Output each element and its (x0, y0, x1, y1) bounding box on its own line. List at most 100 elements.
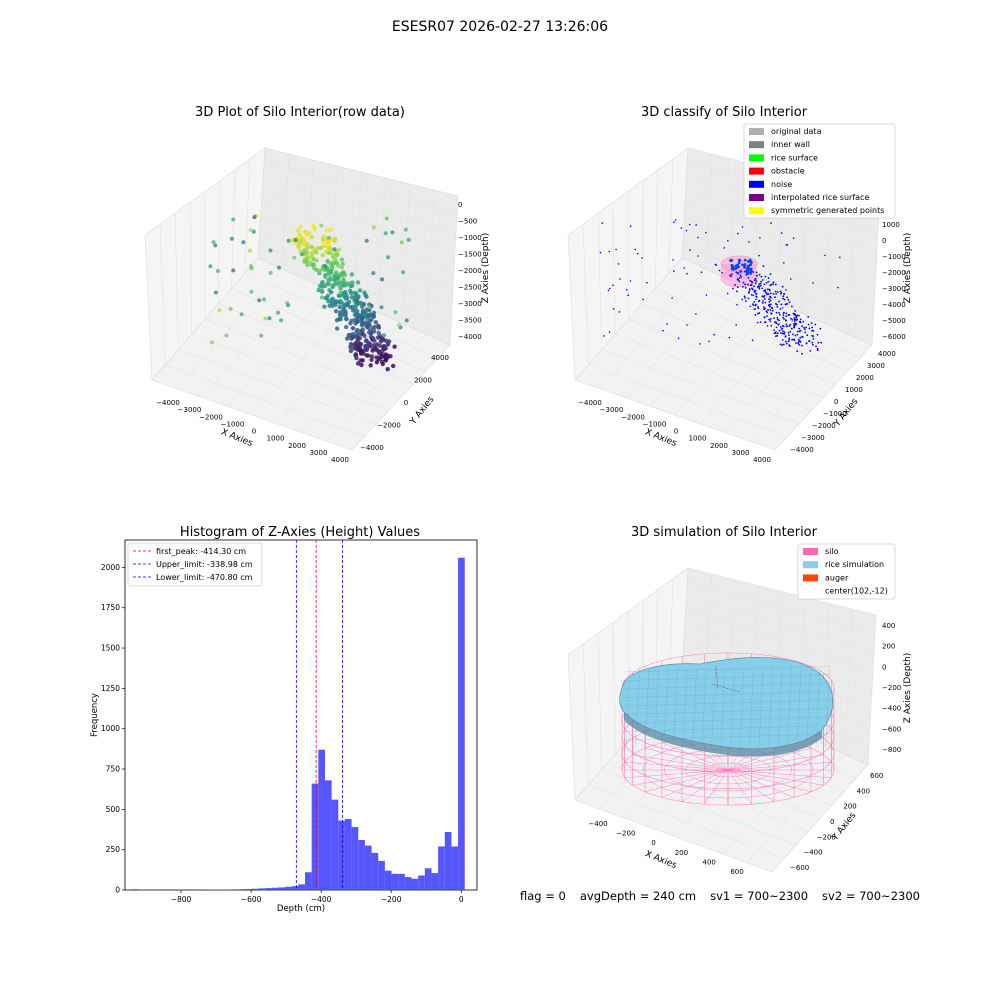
silo-floor-spoke (727, 747, 811, 771)
scatter-point (328, 270, 334, 275)
noise-point (781, 307, 784, 309)
noise-point (784, 335, 787, 338)
scatter-point (363, 292, 368, 298)
grid-line (687, 581, 876, 634)
noise-point (666, 323, 668, 325)
scatter-point (342, 293, 347, 299)
legend-label: noise (771, 180, 792, 189)
panel-raw-title: 3D Plot of Silo Interior(row data) (195, 105, 405, 120)
noise-point (780, 328, 783, 331)
grid-line (218, 180, 221, 304)
histogram-bar (418, 875, 425, 890)
histogram-bar (411, 878, 419, 890)
scatter-point (326, 245, 331, 250)
tick-label: 2000 (288, 442, 306, 450)
scatter-point (359, 321, 365, 327)
scatter-point (406, 237, 411, 242)
noise-point (747, 277, 750, 279)
classify-z-ticks: 1000 0 −1000 −2000 −3000 −4000 −5000 −6000 (882, 221, 906, 341)
rice-mesh-line (739, 667, 745, 749)
tick-label: −600 (882, 725, 901, 733)
scatter-point (348, 321, 353, 326)
tick-label: 2000 (414, 377, 432, 385)
noise-point (771, 309, 774, 312)
noise-point (744, 287, 747, 289)
noise-point (785, 342, 788, 345)
classify-scatter-points (599, 214, 841, 355)
noise-point (741, 226, 744, 228)
scatter-point (320, 252, 325, 258)
noise-point (683, 267, 685, 269)
scatter-point (302, 229, 308, 234)
noise-point (615, 248, 617, 251)
y-tick-label: 750 (106, 765, 121, 774)
noise-point (783, 298, 786, 301)
noise-point (754, 314, 757, 316)
grid-line (231, 169, 236, 289)
noise-point (815, 345, 817, 348)
noise-point (814, 323, 817, 326)
noise-point (788, 325, 791, 327)
tick-label: −1000 (643, 420, 667, 428)
noise-point (770, 324, 773, 327)
noise-point (802, 320, 805, 323)
footer-sv2: sv2 = 700~2300 (822, 889, 920, 903)
tick-label: −200 (817, 833, 836, 841)
noise-point (785, 244, 788, 246)
tick-label: −4000 (360, 444, 384, 452)
tick-label: −3500 (458, 317, 482, 325)
noise-point (755, 293, 757, 295)
noise-point (790, 278, 792, 280)
noise-point (774, 321, 776, 324)
noise-point (796, 314, 799, 317)
scatter-point (209, 340, 214, 345)
noise-point (697, 255, 699, 257)
noise-point (607, 289, 610, 292)
grid-line (244, 158, 251, 274)
grid-line (749, 333, 849, 442)
noise-point (751, 303, 754, 306)
noise-point (795, 323, 798, 325)
legend-label: interpolated rice surface (771, 193, 869, 202)
scatter-point (347, 305, 352, 310)
scatter-point (355, 280, 361, 285)
tick-label: −4000 (882, 301, 906, 309)
scatter-point (350, 308, 356, 313)
noise-point (798, 340, 800, 343)
tick-label: 200 (843, 803, 856, 811)
noise-point (779, 290, 782, 293)
scatter-point (314, 258, 319, 263)
noise-point (793, 317, 796, 319)
noise-point (753, 279, 756, 282)
scatter-point (334, 326, 340, 331)
noise-point (783, 262, 785, 264)
scatter-point (360, 358, 365, 363)
noise-point (791, 319, 794, 321)
noise-point (797, 338, 800, 341)
histogram-bar (231, 889, 239, 890)
noise-point (757, 307, 760, 310)
grid-line (582, 224, 589, 365)
noise-point (744, 283, 747, 286)
noise-point (761, 295, 764, 298)
scatter-point (365, 325, 370, 330)
simulation-legend: silo rice simulation auger center(102,-12) (797, 543, 896, 600)
scatter-point (231, 217, 236, 222)
legend-label: symmetric generated points (771, 206, 884, 215)
noise-point (763, 306, 765, 308)
scatter-point (307, 230, 312, 236)
noise-point (674, 219, 677, 221)
noise-point (758, 287, 761, 290)
histogram-bar (404, 877, 412, 890)
noise-point (799, 336, 802, 339)
tick-label: 3000 (732, 449, 750, 457)
noise-point (794, 318, 797, 321)
grid-line (668, 158, 674, 274)
noise-point (837, 286, 839, 289)
grid-line (377, 177, 386, 313)
tick-label: 0 (674, 428, 678, 436)
tick-label: −2500 (458, 284, 482, 292)
legend-label: Lower_limit: -470.80 cm (156, 573, 253, 582)
tick-label: 0 (252, 428, 256, 436)
noise-point (768, 304, 770, 307)
